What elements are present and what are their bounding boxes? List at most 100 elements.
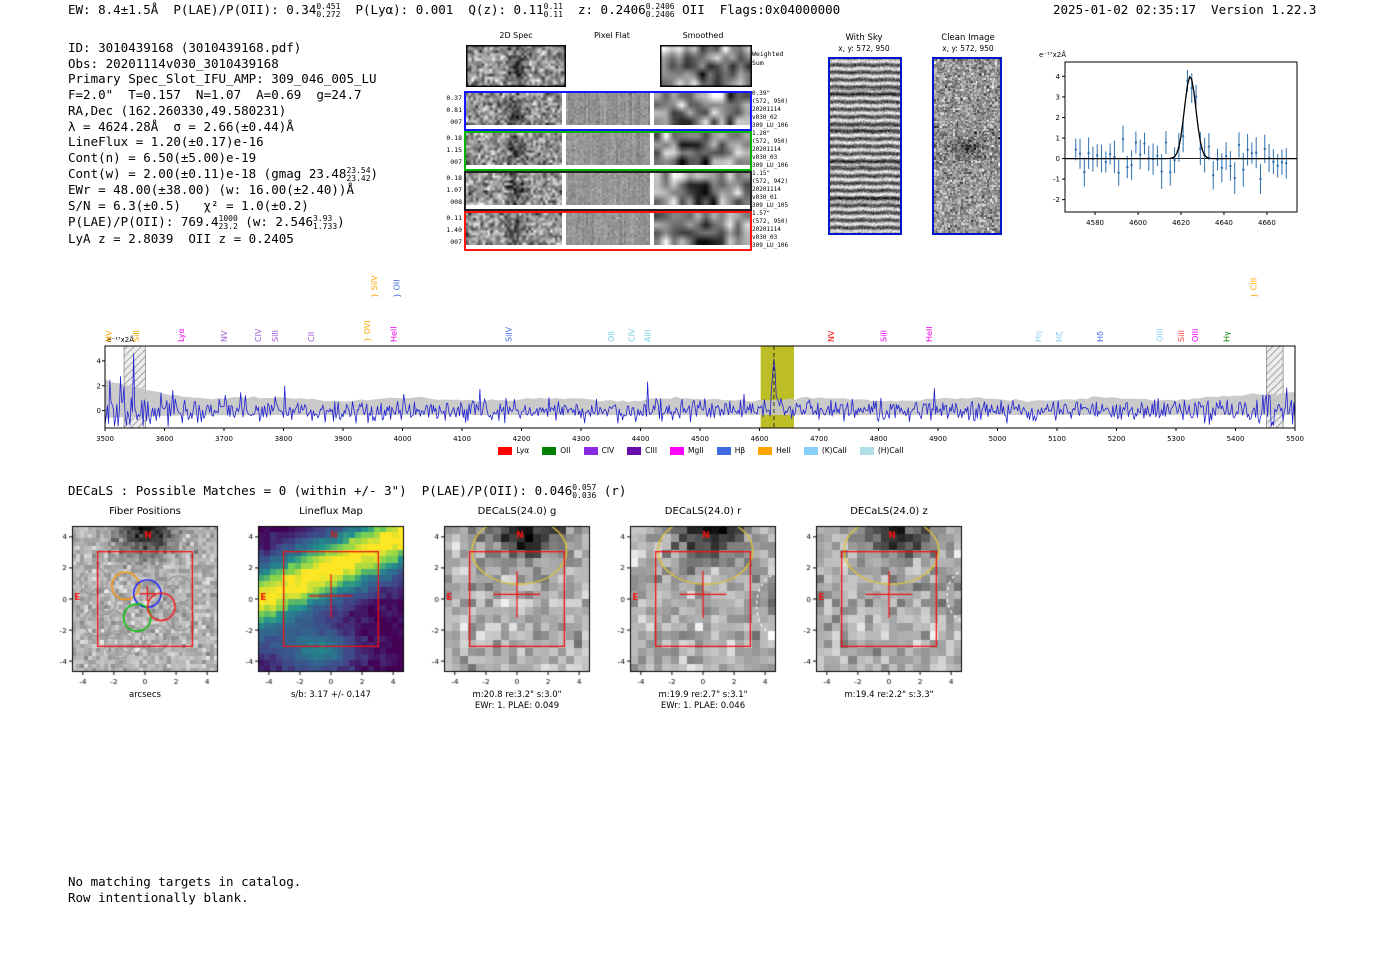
legend-label: HeII xyxy=(776,446,791,455)
info-line: RA,Dec (162.260330,49.580231) xyxy=(68,103,378,119)
weighted-sum-label: Weighted Sum xyxy=(752,50,784,67)
svg-text:3600: 3600 xyxy=(156,435,174,443)
info-line: Cont(w) = 2.00(±0.11)e-18 (gmag 23.48 23.… xyxy=(68,166,378,183)
info-line: LyA z = 2.8039 OII z = 0.2405 xyxy=(68,231,378,247)
legend-swatch xyxy=(716,446,731,455)
emission-line-label: CII xyxy=(307,332,316,342)
row-pixel-flat-image xyxy=(566,93,650,125)
panel-caption: EWr: 1. PLAE: 0.049 xyxy=(474,701,560,711)
legend-label: CIII xyxy=(645,446,658,455)
svg-text:5500: 5500 xyxy=(1286,435,1304,443)
row-2d-spec-image xyxy=(466,213,562,245)
legend-item: Lyα xyxy=(498,446,529,455)
detection-info-block: ID: 3010439168 (3010439168.pdf) Obs: 2020… xyxy=(68,40,378,246)
text-segment: RA,Dec (162.260330,49.580231) xyxy=(68,102,287,118)
panel-title: Lineflux Map xyxy=(299,506,363,517)
panel-title: DECaLS(24.0) g xyxy=(477,506,557,517)
panel-caption: m:20.8 re:3.2" s:3.0" xyxy=(472,690,562,700)
legend-item: CIII xyxy=(627,446,657,455)
legend-swatch xyxy=(803,446,818,455)
info-line: LineFlux = 1.20(±0.17)e-16 xyxy=(68,134,378,150)
fiber-cutout-row xyxy=(464,91,752,131)
row-pixel-flat-image xyxy=(566,173,650,205)
fiber-positions-map xyxy=(46,522,224,688)
decals-header: DECaLS : Possible Matches = 0 (within +/… xyxy=(68,483,626,500)
svg-text:5000: 5000 xyxy=(989,435,1007,443)
text-segment: LineFlux = 1.20(±0.17)e-16 xyxy=(68,134,264,150)
panel-caption: m:19.9 re:2.7" s:3.1" xyxy=(658,690,748,700)
legend-item: (H)CaII xyxy=(859,446,904,455)
svg-text:4900: 4900 xyxy=(929,435,947,443)
legend-swatch xyxy=(583,446,598,455)
cutout-column-header: Smoothed xyxy=(682,31,724,40)
weighted-2d-spec-image xyxy=(466,45,566,87)
legend-label: (H)CaII xyxy=(877,446,904,455)
masked-band xyxy=(1266,345,1284,429)
svg-text:-1: -1 xyxy=(1053,176,1060,184)
fiber-row-left-label: 0.37 0.81 007 xyxy=(446,94,462,126)
spectrum-ylabel: e⁻¹⁷x2Å xyxy=(107,335,134,344)
text-segment: Cont(w) = 2.00(±0.11)e-18 (gmag 23.48 xyxy=(68,165,347,181)
fiber-row-right-label: 1.57" (572, 950) 20201114 v030_03 309_LU… xyxy=(752,210,789,249)
fiber-row-left-label: 0.18 1.07 008 xyxy=(446,174,462,206)
panel-caption: s/b: 3.17 +/- 0.147 xyxy=(291,690,371,700)
info-line: λ = 4624.28Å σ = 2.66(±0.44)Å xyxy=(68,119,378,135)
text-segment: λ = 4624.28Å σ = 2.66(±0.44)Å xyxy=(68,118,294,134)
emission-line-label: NV xyxy=(827,330,836,342)
svg-text:4200: 4200 xyxy=(513,435,531,443)
info-line: P(LAE)/P(OII): 769.4 1000 23.2 (w: 2.546 3.… xyxy=(68,214,378,231)
text-segment: (r) xyxy=(596,483,627,498)
svg-text:4580: 4580 xyxy=(1086,219,1104,227)
legend-label: Lyα xyxy=(516,446,530,455)
legend-item: CIV xyxy=(583,446,615,455)
panel-title: DECaLS(24.0) r xyxy=(664,506,742,517)
timestamp-version: 2025-01-02 02:35:17 Version 1.22.3 xyxy=(1053,2,1317,17)
emission-line-label: SiIV xyxy=(504,326,513,342)
fiber-row-left-label: 0.11 1.40 007 xyxy=(446,214,462,246)
legend-item: HeII xyxy=(758,446,791,455)
info-line: EWr = 48.00(±38.00) (w: 16.00(±2.40))Å xyxy=(68,182,378,198)
text-segment: (w: 2.546 xyxy=(237,213,314,229)
svg-text:3800: 3800 xyxy=(275,435,293,443)
svg-text:3900: 3900 xyxy=(334,435,352,443)
gaussian-fit-curve xyxy=(1065,75,1297,160)
emission-line-label: OIII xyxy=(1155,329,1164,342)
text-segment: ID: 3010439168 (3010439168.pdf) xyxy=(68,40,302,55)
text-segment: Cont(n) = 6.50(±5.00)e-19 xyxy=(68,149,257,165)
legend-swatch xyxy=(498,446,513,455)
emission-line-label: SiII xyxy=(132,330,141,342)
fiber-cutout-row xyxy=(464,171,752,211)
detection-highlight-band xyxy=(760,346,795,428)
fiber-row-right-label: 1.15" (572, 942) 20201114 v030_01 309_LU… xyxy=(752,170,789,209)
svg-text:5400: 5400 xyxy=(1227,435,1245,443)
text-segment: EW: 8.4±1.5Å P(LAE)/P(OII): 0.34 xyxy=(68,2,317,17)
clean-image xyxy=(934,59,1000,233)
emission-line-label: } OVI xyxy=(363,320,372,342)
text-segment: Obs: 20201114v030_3010439168 xyxy=(68,55,279,71)
value-range: 3.93 1.733 xyxy=(313,214,338,231)
emission-line-label: CIV xyxy=(628,328,637,342)
emission-line-label: } SiIV xyxy=(370,275,379,298)
with-sky-title: With Sky xyxy=(845,33,883,43)
panel-caption: m:19.4 re:2.2" s:3.3" xyxy=(844,690,934,700)
row-2d-spec-image xyxy=(466,173,562,205)
catalog-notes: No matching targets in catalog. Row inte… xyxy=(68,874,302,905)
emission-line-label: Hγ xyxy=(1223,331,1232,342)
legend-label: CIV xyxy=(601,446,615,455)
legend-swatch xyxy=(758,446,773,455)
legend-item: OII xyxy=(542,446,571,455)
fiber-row-right-label: 1.20" (572, 950) 20201114 v030_03 309_LU… xyxy=(752,130,789,169)
text-segment: LyA z = 2.8039 OII z = 0.2405 xyxy=(68,230,294,246)
legend-label: Hβ xyxy=(734,446,746,455)
svg-text:4400: 4400 xyxy=(632,435,650,443)
row-2d-spec-image xyxy=(466,133,562,165)
emission-line-label: OIII xyxy=(1191,329,1200,342)
emission-line-label: CIV xyxy=(254,328,263,342)
row-pixel-flat-image xyxy=(566,133,650,165)
summary-line: EW: 8.4±1.5Å P(LAE)/P(OII): 0.34 0.451 0.2… xyxy=(68,2,840,19)
decals-z-map xyxy=(790,522,968,688)
panel-title: Fiber Positions xyxy=(109,506,181,517)
legend-label: (K)CaII xyxy=(821,446,847,455)
clean-image-frame xyxy=(932,57,1002,235)
